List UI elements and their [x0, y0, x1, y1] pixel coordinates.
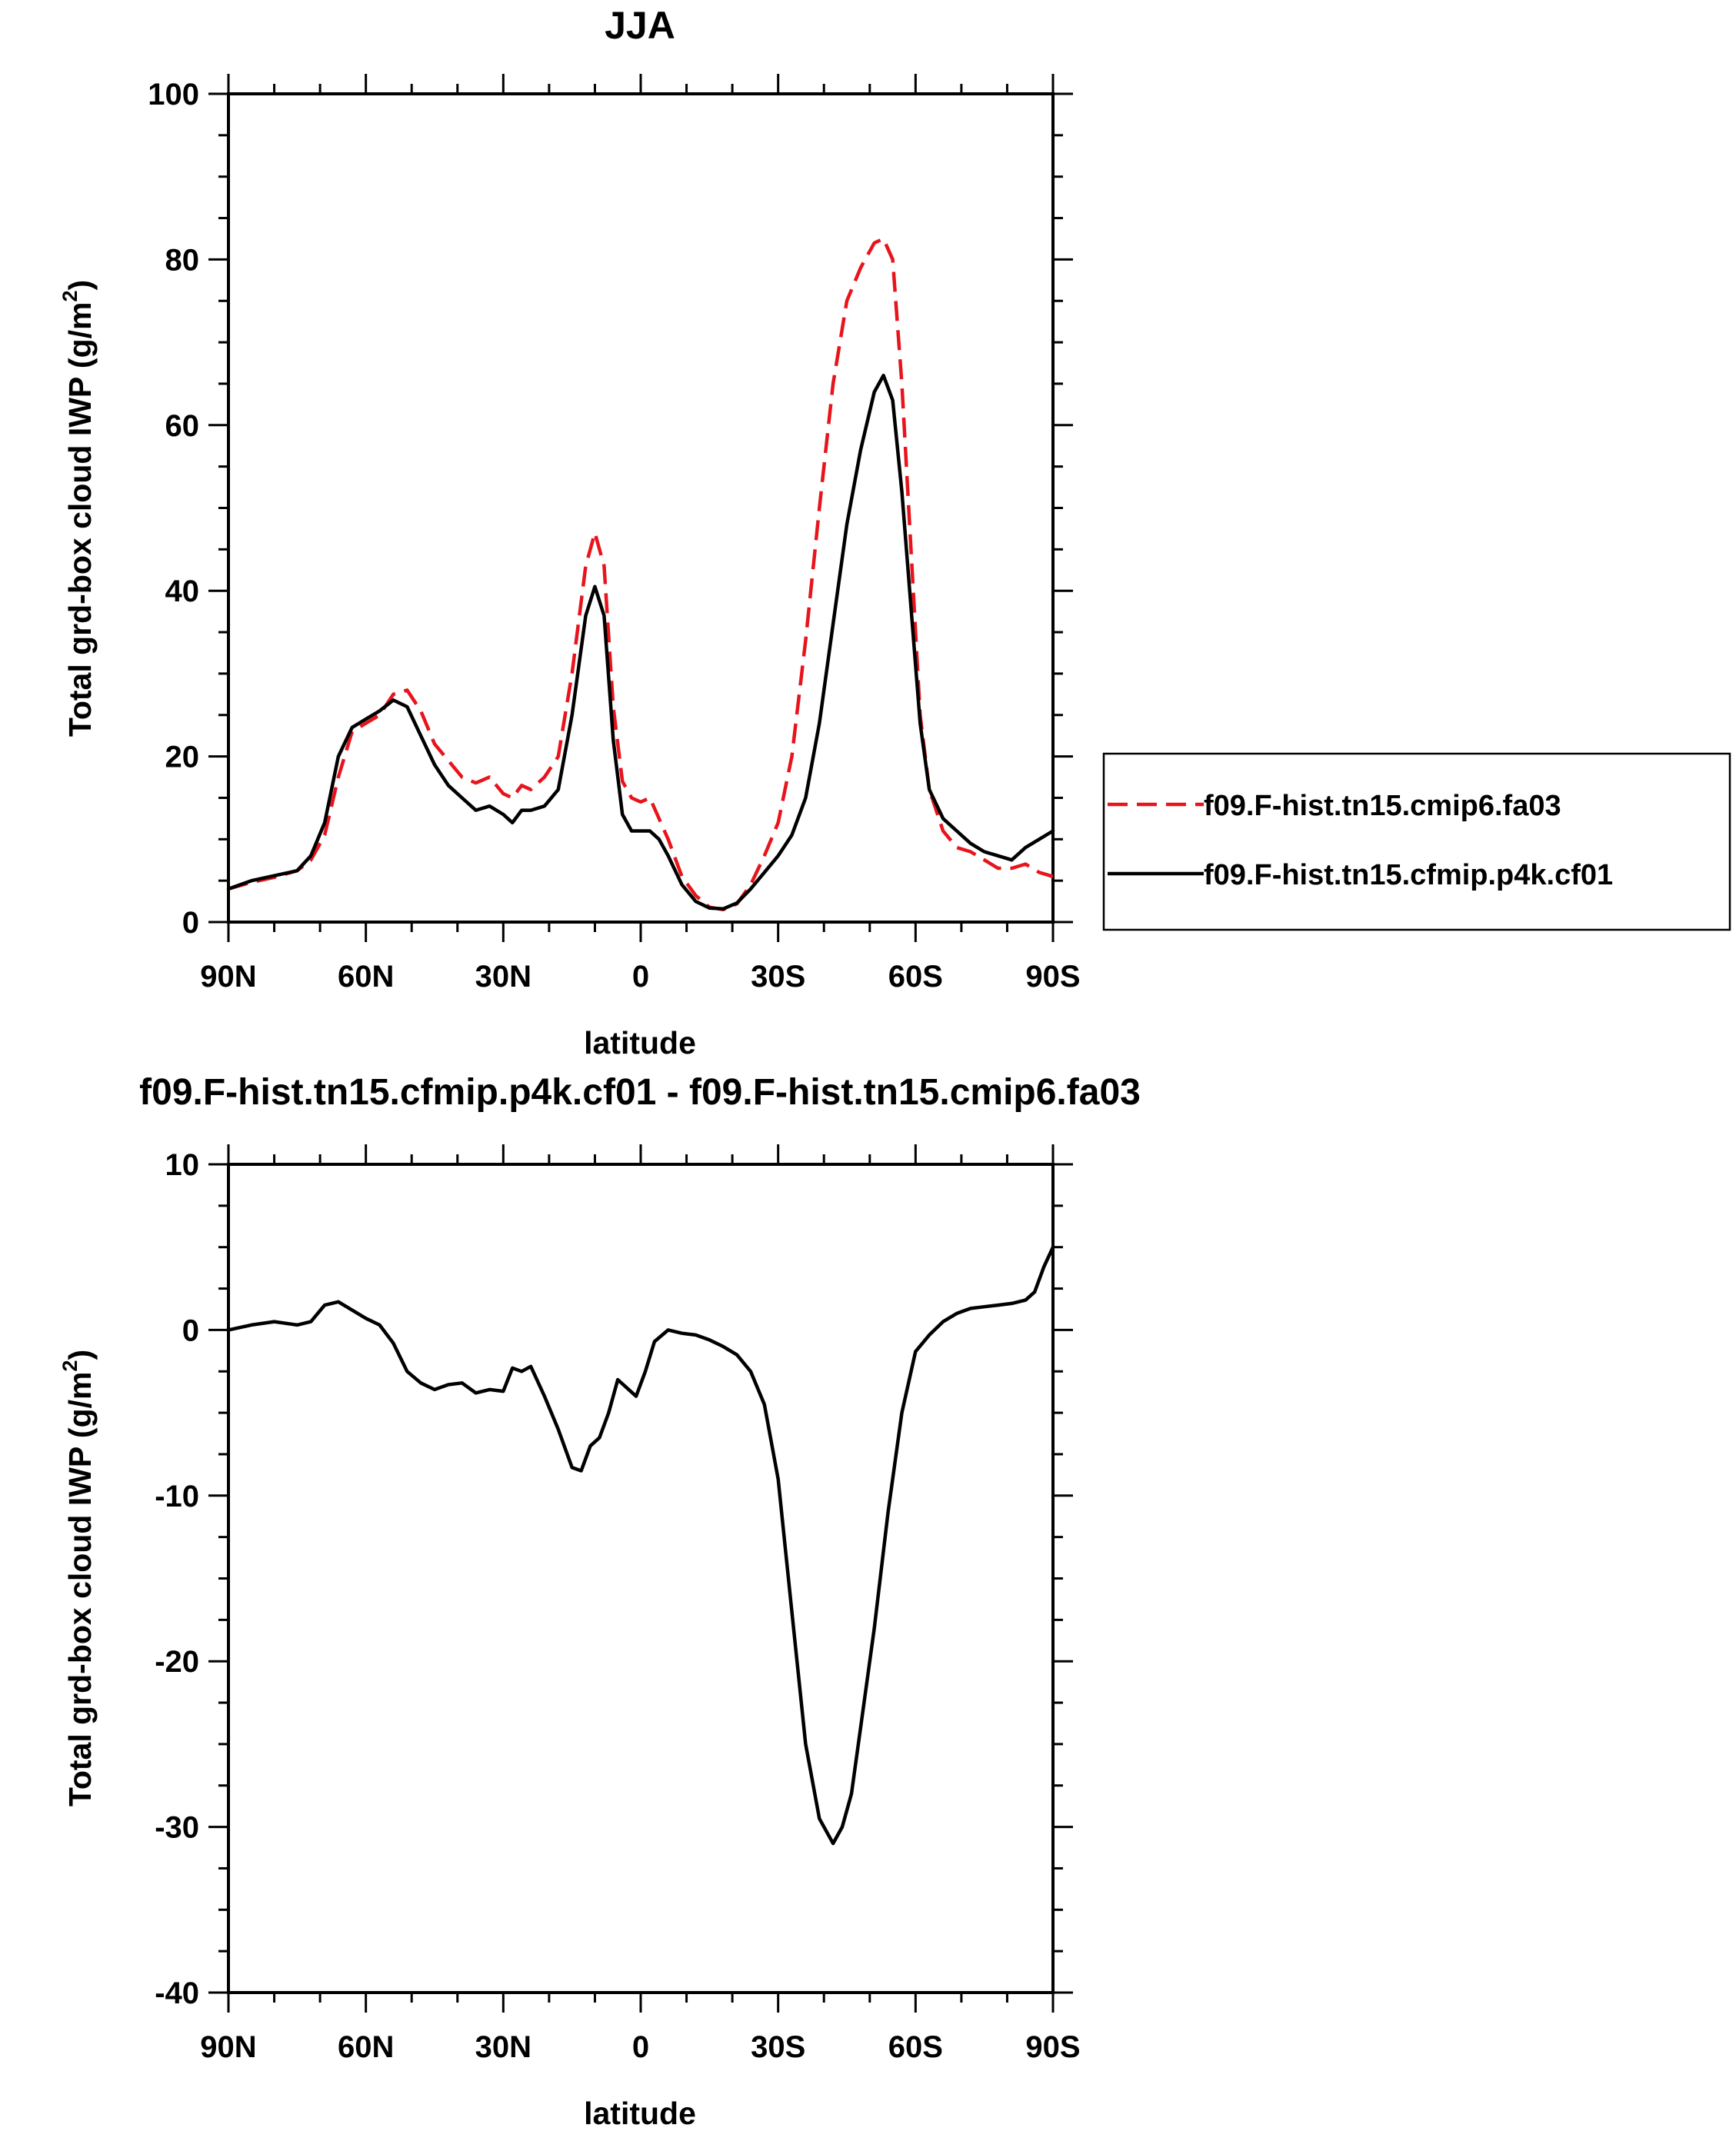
- bottom-x-tick-label: 30S: [751, 2030, 805, 2064]
- bottom-panel-x-axis-label: latitude: [584, 2096, 696, 2131]
- top-x-tick-label: 60N: [338, 960, 394, 994]
- top-y-tick-label: 0: [182, 906, 199, 940]
- top-panel: JJA 0 20 40 60 80 100 90N 60N 30N 0 30S 60S 90S lati…: [58, 4, 1731, 1061]
- bottom-panel: f09.F-hist.tn15.cfmip.p4k.cf01 - f09.F-h…: [58, 1072, 1141, 2131]
- legend-label-p4k: f09.F-hist.tn15.cfmip.p4k.cf01: [1204, 859, 1613, 891]
- legend-label-cmip6: f09.F-hist.tn15.cmip6.fa03: [1204, 790, 1561, 822]
- bottom-x-tick-label: 60S: [888, 2030, 943, 2064]
- bottom-series-line-0: [226, 1245, 1055, 1846]
- bottom-x-tick-label: 90N: [200, 2030, 256, 2064]
- bottom-x-tick-label: 0: [632, 2030, 649, 2064]
- bottom-x-tick-label: 30N: [475, 2030, 531, 2064]
- top-y-tick-label: 40: [165, 574, 200, 608]
- bottom-y-tick-label: -10: [155, 1480, 199, 1513]
- bottom-panel-title: f09.F-hist.tn15.cfmip.p4k.cf01 - f09.F-h…: [139, 1072, 1141, 1113]
- bottom-y-tick-label: -40: [155, 1976, 199, 2010]
- bottom-panel-y-axis-label: Total grd-box cloud IWP (g/m2): [58, 1350, 98, 1806]
- top-series-line-1: [226, 373, 1055, 911]
- top-x-tick-label: 0: [632, 960, 649, 994]
- top-y-tick-label: 80: [165, 243, 200, 277]
- top-x-tick-label: 30N: [475, 960, 531, 994]
- bottom-y-tick-label: -30: [155, 1811, 199, 1845]
- bottom-panel-frame: [227, 1163, 1055, 1994]
- bottom-y-tick-label: 0: [182, 1314, 199, 1347]
- top-panel-x-axis-label: latitude: [584, 1025, 696, 1061]
- top-y-tick-label: 60: [165, 409, 200, 443]
- top-x-tick-label: 60S: [888, 960, 943, 994]
- bottom-y-tick-label: -20: [155, 1645, 199, 1679]
- top-x-tick-label: 90N: [200, 960, 256, 994]
- legend-box: [1102, 752, 1731, 931]
- legend: f09.F-hist.tn15.cmip6.fa03 f09.F-hist.tn…: [1102, 752, 1731, 931]
- top-y-tick-label: 100: [148, 78, 199, 112]
- top-x-tick-label: 30S: [751, 960, 805, 994]
- top-panel-title: JJA: [605, 4, 675, 47]
- top-series-line-0: [228, 237, 1054, 912]
- top-panel-y-axis-label: Total grd-box cloud IWP (g/m2): [58, 280, 98, 737]
- top-y-tick-label: 20: [165, 741, 200, 774]
- bottom-x-tick-label: 60N: [338, 2030, 394, 2064]
- top-panel-frame: [227, 92, 1055, 924]
- bottom-y-tick-label: 10: [165, 1148, 200, 1182]
- bottom-x-tick-label: 90S: [1025, 2030, 1080, 2064]
- top-x-tick-label: 90S: [1025, 960, 1080, 994]
